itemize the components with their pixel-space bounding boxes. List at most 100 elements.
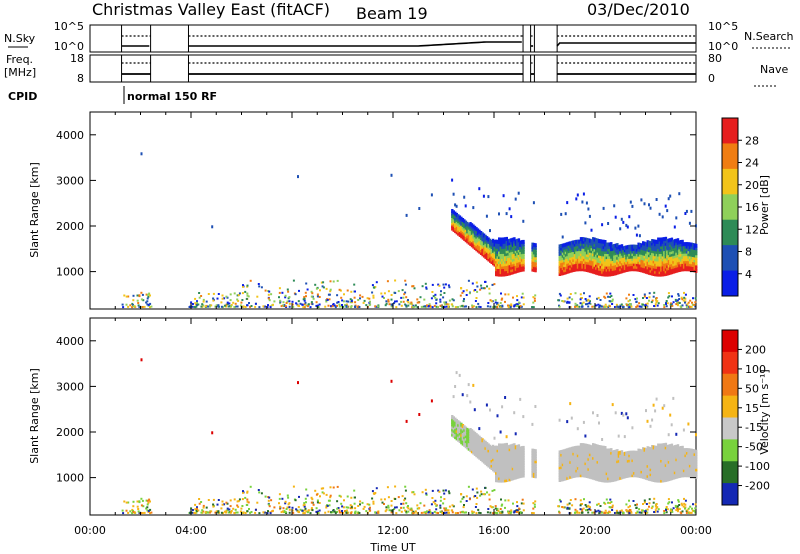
data-cell xyxy=(482,251,486,256)
data-cell xyxy=(131,508,134,511)
data-cell xyxy=(684,259,687,264)
data-cell xyxy=(405,511,408,514)
data-cell xyxy=(584,237,587,242)
data-cell xyxy=(532,456,536,461)
data-cell xyxy=(461,230,465,235)
data-cell xyxy=(605,473,608,478)
data-cell xyxy=(354,507,357,510)
data-cell xyxy=(326,298,329,301)
data-cell xyxy=(561,251,565,256)
data-cell xyxy=(570,459,574,464)
data-cell xyxy=(578,450,581,455)
data-cell xyxy=(561,248,565,253)
data-cell xyxy=(464,431,468,436)
data-cell xyxy=(604,509,607,512)
data-cell xyxy=(212,297,215,300)
data-cell xyxy=(500,504,503,507)
data-cell xyxy=(623,245,627,250)
data-cell xyxy=(260,286,263,289)
data-cell xyxy=(651,450,654,454)
data-cell xyxy=(487,463,490,468)
data-cell xyxy=(573,463,577,468)
data-cell xyxy=(651,465,654,470)
data-cell xyxy=(137,302,140,304)
data-cell xyxy=(501,237,504,242)
data-cell xyxy=(638,258,642,262)
data-cell xyxy=(469,435,472,440)
data-cell xyxy=(578,453,581,458)
data-cell xyxy=(626,260,630,265)
data-cell xyxy=(457,422,460,427)
data-cell xyxy=(596,261,599,266)
data-cell xyxy=(492,449,495,454)
data-cell xyxy=(131,302,134,305)
data-cell xyxy=(454,224,457,229)
data-cell xyxy=(672,507,675,510)
data-cell xyxy=(635,470,639,475)
data-cell xyxy=(660,448,663,453)
data-cell xyxy=(667,464,671,469)
data-cell xyxy=(505,257,508,261)
data-cell xyxy=(326,504,329,507)
data-cell xyxy=(638,302,641,305)
data-cell xyxy=(678,508,681,510)
data-cell xyxy=(584,265,587,270)
data-cell xyxy=(676,260,680,265)
data-cell xyxy=(221,294,224,297)
data-cell xyxy=(514,197,517,201)
data-cell xyxy=(516,454,519,459)
data-cell xyxy=(669,245,672,250)
data-cell xyxy=(685,254,689,259)
data-cell xyxy=(469,448,472,452)
data-cell xyxy=(666,241,669,246)
data-cell xyxy=(602,473,605,478)
data-cell xyxy=(472,450,475,455)
data-cell xyxy=(588,508,591,511)
data-cell xyxy=(632,249,636,254)
data-cell xyxy=(494,511,497,514)
data-cell xyxy=(479,439,483,444)
data-cell xyxy=(672,257,675,262)
data-cell xyxy=(657,446,660,450)
data-cell xyxy=(584,451,587,456)
data-cell xyxy=(306,288,309,291)
data-cell xyxy=(619,453,622,458)
data-cell xyxy=(242,511,245,514)
data-cell xyxy=(466,394,469,398)
data-cell xyxy=(420,511,423,514)
data-cell xyxy=(588,447,592,452)
data-cell xyxy=(622,253,625,258)
data-cell xyxy=(572,471,575,476)
data-cell xyxy=(582,244,586,249)
data-cell xyxy=(516,469,519,474)
data-cell xyxy=(217,511,220,514)
data-cell xyxy=(517,263,521,268)
data-cell xyxy=(570,263,574,268)
data-cell xyxy=(592,242,595,247)
data-cell xyxy=(595,270,598,275)
data-cell xyxy=(496,468,499,473)
data-cell xyxy=(590,244,593,249)
data-cell xyxy=(660,461,663,465)
data-cell xyxy=(226,509,229,511)
data-cell xyxy=(340,296,343,299)
data-cell xyxy=(508,238,511,243)
data-cell xyxy=(573,456,577,461)
data-cell xyxy=(310,501,313,504)
data-cell xyxy=(595,469,598,474)
data-cell xyxy=(455,220,458,225)
data-cell xyxy=(498,262,501,267)
data-cell xyxy=(513,304,516,307)
data-cell xyxy=(637,471,640,476)
data-cell xyxy=(564,265,568,270)
data-cell xyxy=(631,262,634,267)
data-cell xyxy=(623,263,627,268)
data-cell xyxy=(498,448,501,453)
data-cell xyxy=(517,459,521,464)
data-cell xyxy=(372,286,375,289)
data-cell xyxy=(584,453,587,458)
data-cell xyxy=(394,506,396,509)
data-cell xyxy=(496,301,499,304)
data-cell xyxy=(654,465,657,470)
data-cell xyxy=(570,250,574,255)
